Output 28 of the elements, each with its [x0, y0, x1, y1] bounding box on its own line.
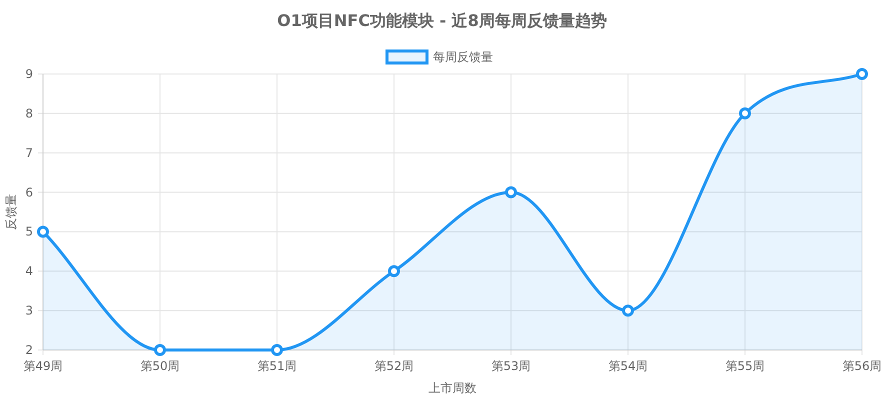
point — [739, 107, 751, 120]
x-tick-label: 第53周 — [491, 359, 531, 373]
y-tick-label: 6 — [25, 185, 33, 200]
y-tick-label: 5 — [25, 224, 33, 239]
point — [271, 344, 283, 356]
x-tick-label: 第56周 — [842, 359, 882, 373]
point — [505, 186, 517, 198]
point — [154, 344, 166, 356]
point — [388, 265, 400, 278]
x-tick-label: 第50周 — [140, 359, 180, 373]
chart-title: O1项目NFC功能模块 - 近8周每周反馈量趋势 — [277, 11, 607, 30]
y-tick-label: 9 — [25, 67, 33, 81]
point — [622, 304, 634, 317]
y-tick-label: 2 — [25, 343, 33, 357]
x-tick-label: 第55周 — [725, 359, 765, 373]
x-axis-title: 上市周数 — [428, 381, 476, 395]
x-tick-label: 第54周 — [608, 359, 648, 373]
y-tick-label: 3 — [25, 304, 33, 318]
legend-label: 每周反馈量 — [433, 50, 493, 64]
y-tick-label: 8 — [25, 106, 33, 120]
point — [37, 226, 49, 238]
point — [856, 68, 868, 80]
y-tick-label: 7 — [25, 146, 33, 160]
x-tick-label: 第49周 — [23, 359, 63, 373]
x-tick-label: 第52周 — [374, 359, 414, 373]
x-tick-label: 第51周 — [257, 359, 297, 373]
y-axis-title: 反馈量 — [4, 194, 18, 230]
y-tick-label: 4 — [25, 264, 33, 278]
